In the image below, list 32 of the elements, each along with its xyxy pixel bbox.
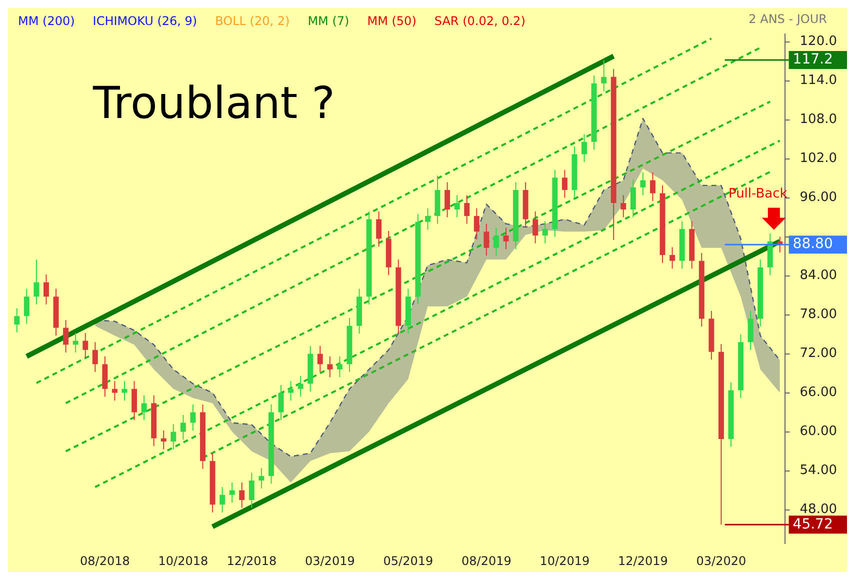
x-tick-label: 03/2020	[696, 554, 746, 568]
x-tick-label: 03/2019	[304, 554, 355, 568]
y-tick-label: 120.0	[800, 34, 837, 50]
ref-line-label: 88.80	[792, 236, 833, 252]
x-tick-label: 10/2018	[158, 554, 208, 568]
text: MM (7)	[308, 14, 350, 28]
x-tick-label: 08/2018	[80, 554, 130, 568]
y-tick-label: 48.00	[800, 502, 837, 518]
y-tick-label: 108.0	[800, 112, 837, 128]
text: SAR (0.02, 0.2)	[434, 14, 526, 28]
x-tick-label: 08/2019	[462, 554, 512, 568]
y-tick-label: 60.00	[800, 424, 837, 440]
y-tick-label: 102.0	[800, 151, 837, 166]
text: MM (200)	[18, 14, 75, 28]
ref-line-label: 45.72	[792, 516, 833, 532]
x-tick-label: 05/2019	[383, 554, 434, 568]
y-tick-label: 78.00	[800, 307, 837, 322]
y-tick-label: 54.00	[800, 463, 837, 478]
x-tick-label: 12/2019	[618, 554, 668, 568]
text: ICHIMOKU (26, 9)	[92, 14, 198, 28]
text: BOLL (20, 2)	[215, 14, 290, 28]
annotation: Troublant ?	[93, 78, 335, 129]
y-tick-label: 96.00	[800, 190, 837, 206]
y-tick-label: 72.00	[800, 346, 837, 362]
y-tick-label: 66.00	[800, 385, 837, 400]
text: MM (50)	[367, 14, 416, 28]
x-tick-label: 10/2019	[540, 554, 590, 568]
y-tick-label: 84.00	[800, 268, 837, 284]
y-tick-label: 114.0	[800, 73, 837, 88]
ref-line-label: 117.2	[792, 52, 833, 68]
x-tick-label: 12/2018	[226, 554, 277, 568]
text: 2 ANS - JOUR	[748, 12, 827, 26]
